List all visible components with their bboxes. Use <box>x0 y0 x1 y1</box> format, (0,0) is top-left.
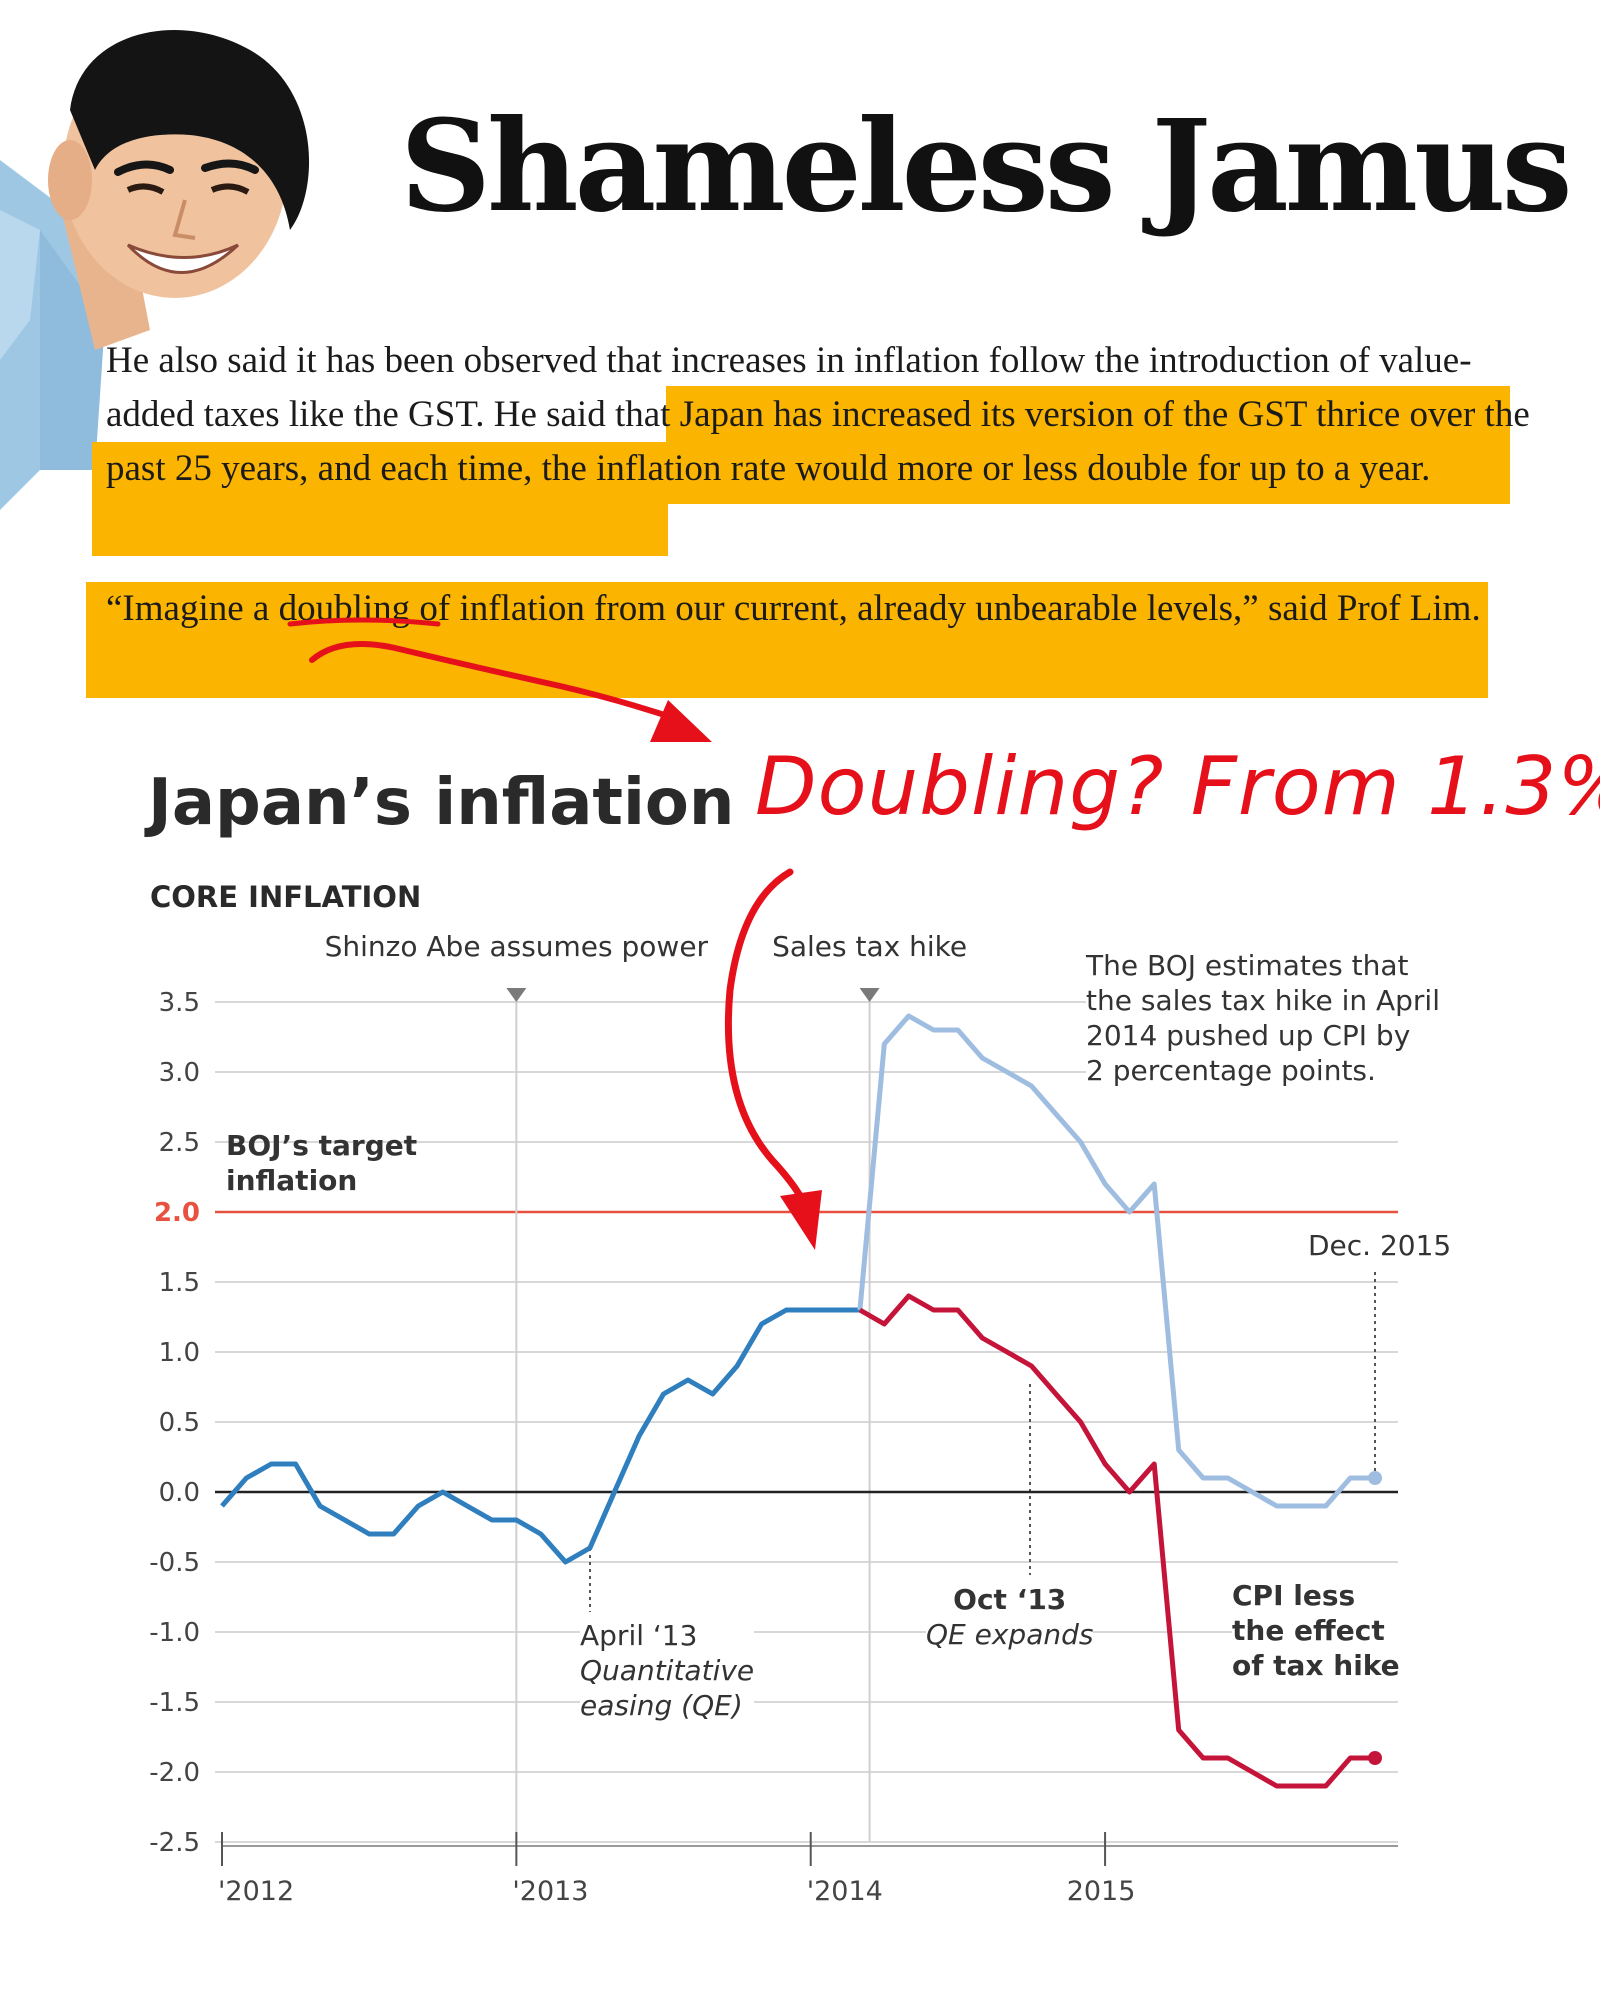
x-tick-label: '2013 <box>512 1876 588 1907</box>
core-inflation-line <box>220 1307 860 1565</box>
article-text: He also said it has been observed that i… <box>106 340 1472 435</box>
event-label: Shinzo Abe assumes power <box>325 930 709 963</box>
y-tick-label: 1.0 <box>159 1338 200 1368</box>
cpi-less-line: of tax hike <box>1232 1649 1400 1682</box>
boj-note-line: the sales tax hike in April <box>1086 984 1440 1017</box>
y-tick-label: 2.5 <box>159 1128 200 1158</box>
cpi-less-end-point <box>1368 1751 1382 1765</box>
x-tick-label: 2015 <box>1067 1876 1136 1907</box>
cpi-less-tax-line <box>858 1293 1375 1789</box>
underline-stroke <box>287 617 441 627</box>
cpi-less-line: the effect <box>1232 1614 1385 1647</box>
event-marker <box>506 988 527 1002</box>
arrow-to-note <box>309 641 683 723</box>
highlight-block <box>86 582 1488 698</box>
arrow-head <box>780 1190 822 1250</box>
page-headline: Shameless Jamus <box>400 92 1573 240</box>
y-tick-label: -2.5 <box>149 1828 200 1858</box>
dec-2015-label: Dec. 2015 <box>1308 1228 1452 1263</box>
boj-note-line: 2 percentage points. <box>1086 1054 1376 1087</box>
boj-target-line: BOJ’s target <box>226 1129 418 1162</box>
boj-target-line: inflation <box>226 1164 358 1197</box>
y-tick-label: 3.0 <box>159 1058 200 1088</box>
y-tick-label: -1.0 <box>149 1618 200 1648</box>
boj-target-label: BOJ’s target inflation <box>226 1128 417 1198</box>
y-tick-label: 3.5 <box>159 988 200 1018</box>
tax-hike-end-point <box>1368 1471 1382 1485</box>
arrow-head <box>650 700 712 742</box>
boj-note-line: 2014 pushed up CPI by <box>1086 1019 1411 1052</box>
y-tick-label: -0.5 <box>149 1548 200 1578</box>
event-label: Sales tax hike <box>772 930 967 963</box>
x-tick-label: '2012 <box>218 1876 294 1907</box>
qe-date: April ‘13 <box>580 1619 698 1652</box>
x-tick-label: '2014 <box>807 1876 883 1907</box>
quote-text: of inflation from our current, already u… <box>410 588 1481 629</box>
handwritten-note: Doubling? From 1.3% <box>755 740 1600 833</box>
chart-title: Japan’s inflation <box>148 766 735 840</box>
y-tick-label: 0.5 <box>159 1408 200 1438</box>
qe2-date: Oct ‘13 <box>953 1583 1067 1616</box>
qe-desc-line: Quantitative <box>580 1654 755 1687</box>
event-marker <box>859 988 880 1002</box>
highlight-block <box>92 504 668 556</box>
y-tick-label: -1.5 <box>149 1688 200 1718</box>
highlighted-text: He said that Japan has increased its ver… <box>106 394 1530 489</box>
qe2-annotation: Oct ‘13 QE expands <box>926 1582 1094 1652</box>
y-tick-label: -2.0 <box>149 1758 200 1788</box>
quote-text: “Imagine a <box>106 588 279 629</box>
qe-desc-line: easing (QE) <box>580 1689 743 1722</box>
qe2-desc: QE expands <box>926 1618 1094 1651</box>
highlight-block <box>666 386 1510 442</box>
chart-subtitle: CORE INFLATION <box>150 880 422 914</box>
article-quote: “Imagine a doubling of inflation from ou… <box>106 582 1486 636</box>
tax-hike-line <box>857 1013 1375 1509</box>
y-tick-label: 2.0 <box>154 1198 200 1228</box>
cpi-less-line: CPI less <box>1232 1579 1356 1612</box>
y-tick-label: 1.5 <box>159 1268 200 1298</box>
y-tick-label: 0.0 <box>159 1478 200 1508</box>
cpi-less-label: CPI less the effect of tax hike <box>1232 1578 1400 1683</box>
boj-note-line: The BOJ estimates that <box>1086 949 1409 982</box>
qe-annotation: April ‘13 Quantitative easing (QE) <box>580 1618 755 1723</box>
highlight-block <box>92 442 1510 504</box>
article-paragraph: He also said it has been observed that i… <box>106 334 1556 496</box>
portrait-photo <box>0 30 310 510</box>
boj-note: The BOJ estimates that the sales tax hik… <box>1086 948 1440 1088</box>
arrow-to-chart <box>724 868 812 1216</box>
